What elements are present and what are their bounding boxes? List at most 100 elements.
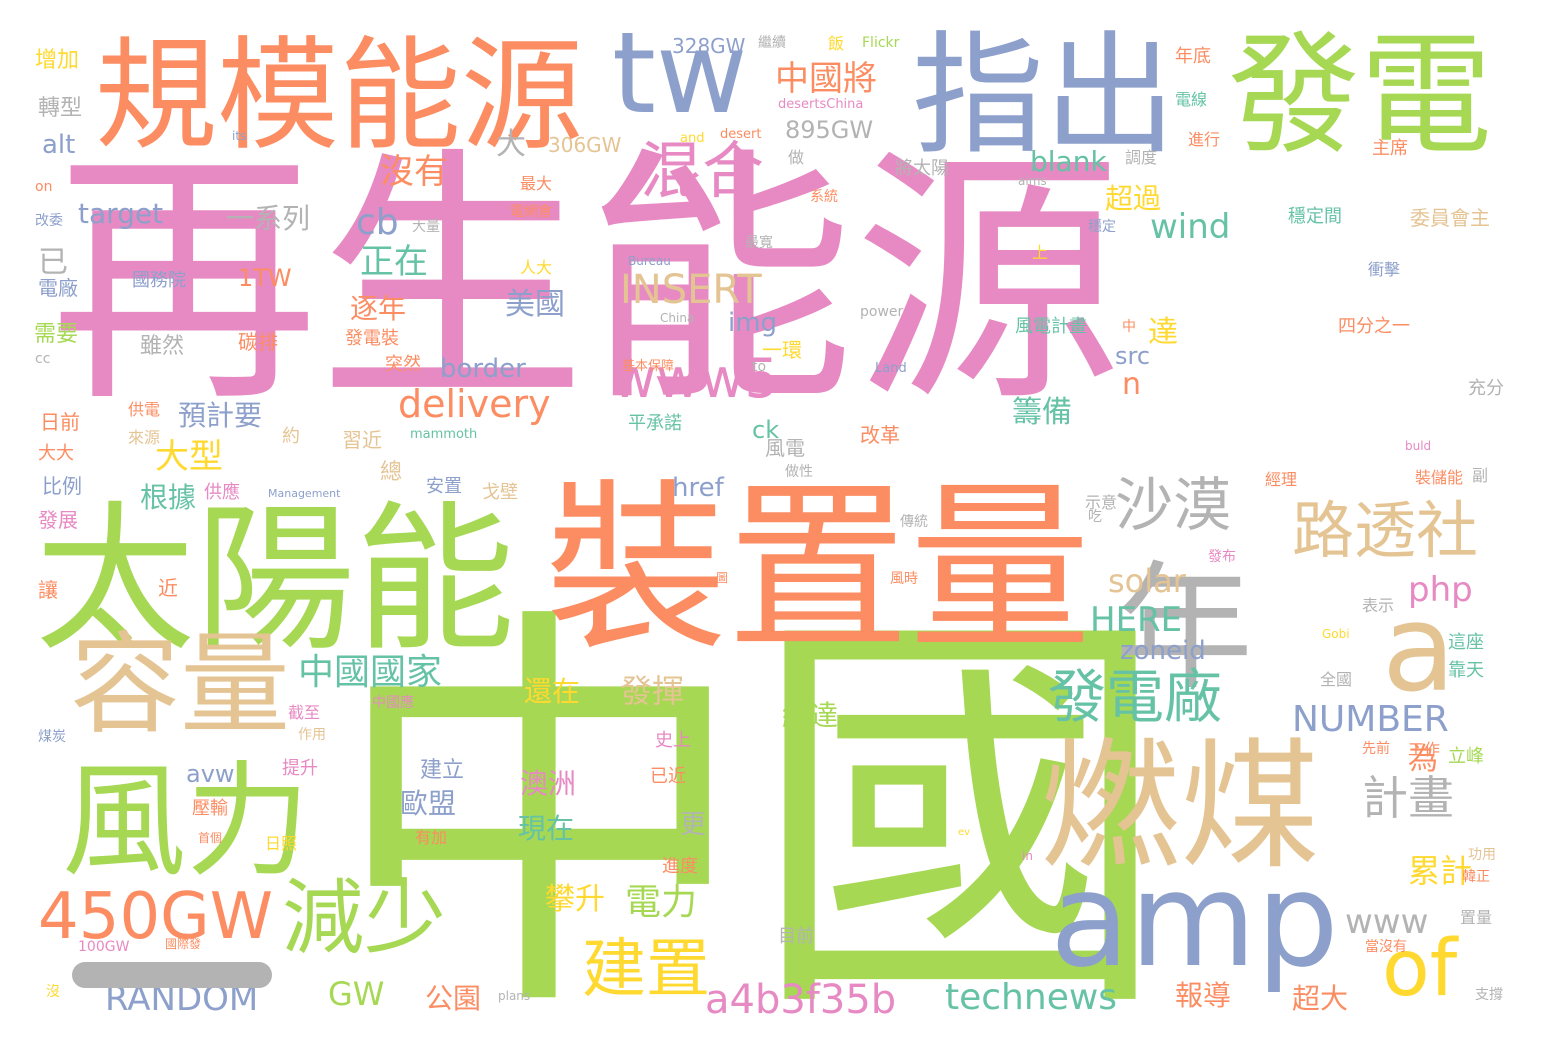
word: 混合 bbox=[640, 134, 765, 207]
word: 306GW bbox=[548, 133, 622, 157]
word: 大型 bbox=[155, 437, 223, 477]
word: 安置 bbox=[426, 476, 462, 497]
word: a4b3f35b bbox=[705, 977, 897, 1023]
word: 截至 bbox=[288, 703, 321, 722]
word: 國務院 bbox=[132, 270, 186, 291]
word: solar bbox=[1108, 562, 1186, 600]
word: 有加 bbox=[415, 828, 448, 847]
word: 國際發 bbox=[165, 937, 202, 951]
word: 最大 bbox=[520, 174, 553, 193]
word: 風電 bbox=[765, 436, 805, 460]
word: desert bbox=[720, 127, 762, 142]
word: 裝置量 bbox=[545, 463, 1091, 675]
word: 來源 bbox=[128, 428, 161, 447]
word: 日前 bbox=[40, 410, 80, 434]
word: 一環 bbox=[762, 338, 802, 362]
word: 增加 bbox=[35, 48, 80, 73]
word: 進行 bbox=[1188, 130, 1221, 149]
word: 置量 bbox=[1460, 908, 1493, 927]
word: 沙漠 bbox=[1115, 471, 1232, 539]
word: 經理 bbox=[1265, 470, 1298, 489]
word: plans bbox=[498, 989, 531, 1003]
word: 壓輸 bbox=[192, 798, 228, 819]
word: 戈壁 bbox=[482, 482, 518, 503]
word: 經達 bbox=[782, 699, 839, 732]
word: 再生能源 bbox=[50, 126, 1122, 438]
word: 平承諾 bbox=[628, 413, 682, 434]
word: a bbox=[1382, 580, 1456, 719]
word: 提升 bbox=[282, 758, 318, 779]
word: 供應 bbox=[204, 482, 240, 503]
word: 裝儲能 bbox=[1415, 468, 1464, 487]
word: cc bbox=[35, 351, 51, 367]
word: 穩定間 bbox=[1288, 206, 1342, 227]
word: 建置 bbox=[582, 933, 710, 1007]
word: 發揮 bbox=[620, 672, 685, 710]
word: 規模能源 bbox=[95, 25, 583, 167]
word: 達 bbox=[1148, 315, 1178, 350]
word: Bureau bbox=[628, 254, 671, 268]
word: 發布 bbox=[1208, 549, 1236, 565]
word: 450GW bbox=[38, 880, 274, 954]
word: 風力 bbox=[62, 750, 311, 894]
word: 總 bbox=[380, 460, 403, 485]
word: Flickr bbox=[862, 35, 900, 51]
word: 沒 bbox=[46, 984, 60, 1000]
word: 表示 bbox=[1362, 596, 1395, 615]
word: 習近 bbox=[342, 428, 382, 452]
word: 澳洲 bbox=[520, 767, 577, 800]
word: src bbox=[1115, 342, 1151, 370]
word: 飯 bbox=[828, 34, 845, 53]
word: Land bbox=[875, 361, 907, 376]
word: 副 bbox=[1472, 466, 1489, 485]
word: 煤炭 bbox=[38, 729, 66, 745]
word: 先前 bbox=[1362, 741, 1390, 757]
word: 韓正 bbox=[1462, 869, 1490, 885]
word: 年底 bbox=[1175, 46, 1211, 67]
word: 人大 bbox=[520, 258, 553, 277]
word: 日照 bbox=[265, 834, 298, 853]
word: 發展 bbox=[38, 508, 78, 532]
word: NUMBER bbox=[1292, 699, 1449, 740]
word: 功用 bbox=[1468, 847, 1496, 863]
word: Gobi bbox=[1322, 627, 1350, 641]
word: 改革 bbox=[860, 423, 900, 447]
word: of bbox=[1382, 924, 1458, 1014]
word: 史上 bbox=[655, 730, 691, 751]
word: 工作 bbox=[1408, 740, 1441, 759]
word: 容量 bbox=[70, 621, 290, 749]
word: 發電裝 bbox=[345, 328, 399, 349]
word: 供電 bbox=[128, 400, 161, 419]
word: 中國 bbox=[330, 575, 1170, 1052]
word: 路透社 bbox=[1292, 494, 1479, 567]
word: buld bbox=[1405, 439, 1432, 453]
word: img bbox=[728, 308, 778, 338]
word: ck bbox=[752, 416, 780, 444]
word: Management bbox=[268, 487, 341, 500]
word: 中 bbox=[1122, 319, 1136, 335]
word: 年 bbox=[1115, 548, 1254, 709]
word: 累計 bbox=[1408, 852, 1473, 890]
word: 作用 bbox=[298, 727, 326, 743]
word: 減少 bbox=[282, 871, 447, 966]
word: 繼續 bbox=[758, 35, 786, 51]
word: 當沒有 bbox=[1365, 939, 1407, 955]
word: China bbox=[660, 311, 695, 325]
word: target bbox=[78, 197, 164, 230]
word: desertsChina bbox=[778, 97, 864, 112]
word: 碳排 bbox=[238, 330, 278, 354]
word: zoneid bbox=[1120, 636, 1206, 666]
word: 靠天 bbox=[1448, 660, 1484, 681]
word: 示意 bbox=[1085, 493, 1118, 512]
word: 四分之一 bbox=[1338, 316, 1410, 337]
word: 根據 bbox=[140, 481, 197, 514]
word: 燃煤 bbox=[1040, 726, 1321, 889]
word: 已近 bbox=[650, 766, 686, 787]
word: 穩定 bbox=[1088, 219, 1116, 235]
word: 報導 bbox=[1175, 979, 1232, 1012]
word: aims bbox=[1018, 174, 1047, 188]
word: 進度 bbox=[662, 856, 698, 877]
word: 雖然 bbox=[140, 334, 185, 359]
word: 公園 bbox=[425, 982, 482, 1015]
word: 大量 bbox=[412, 219, 440, 235]
